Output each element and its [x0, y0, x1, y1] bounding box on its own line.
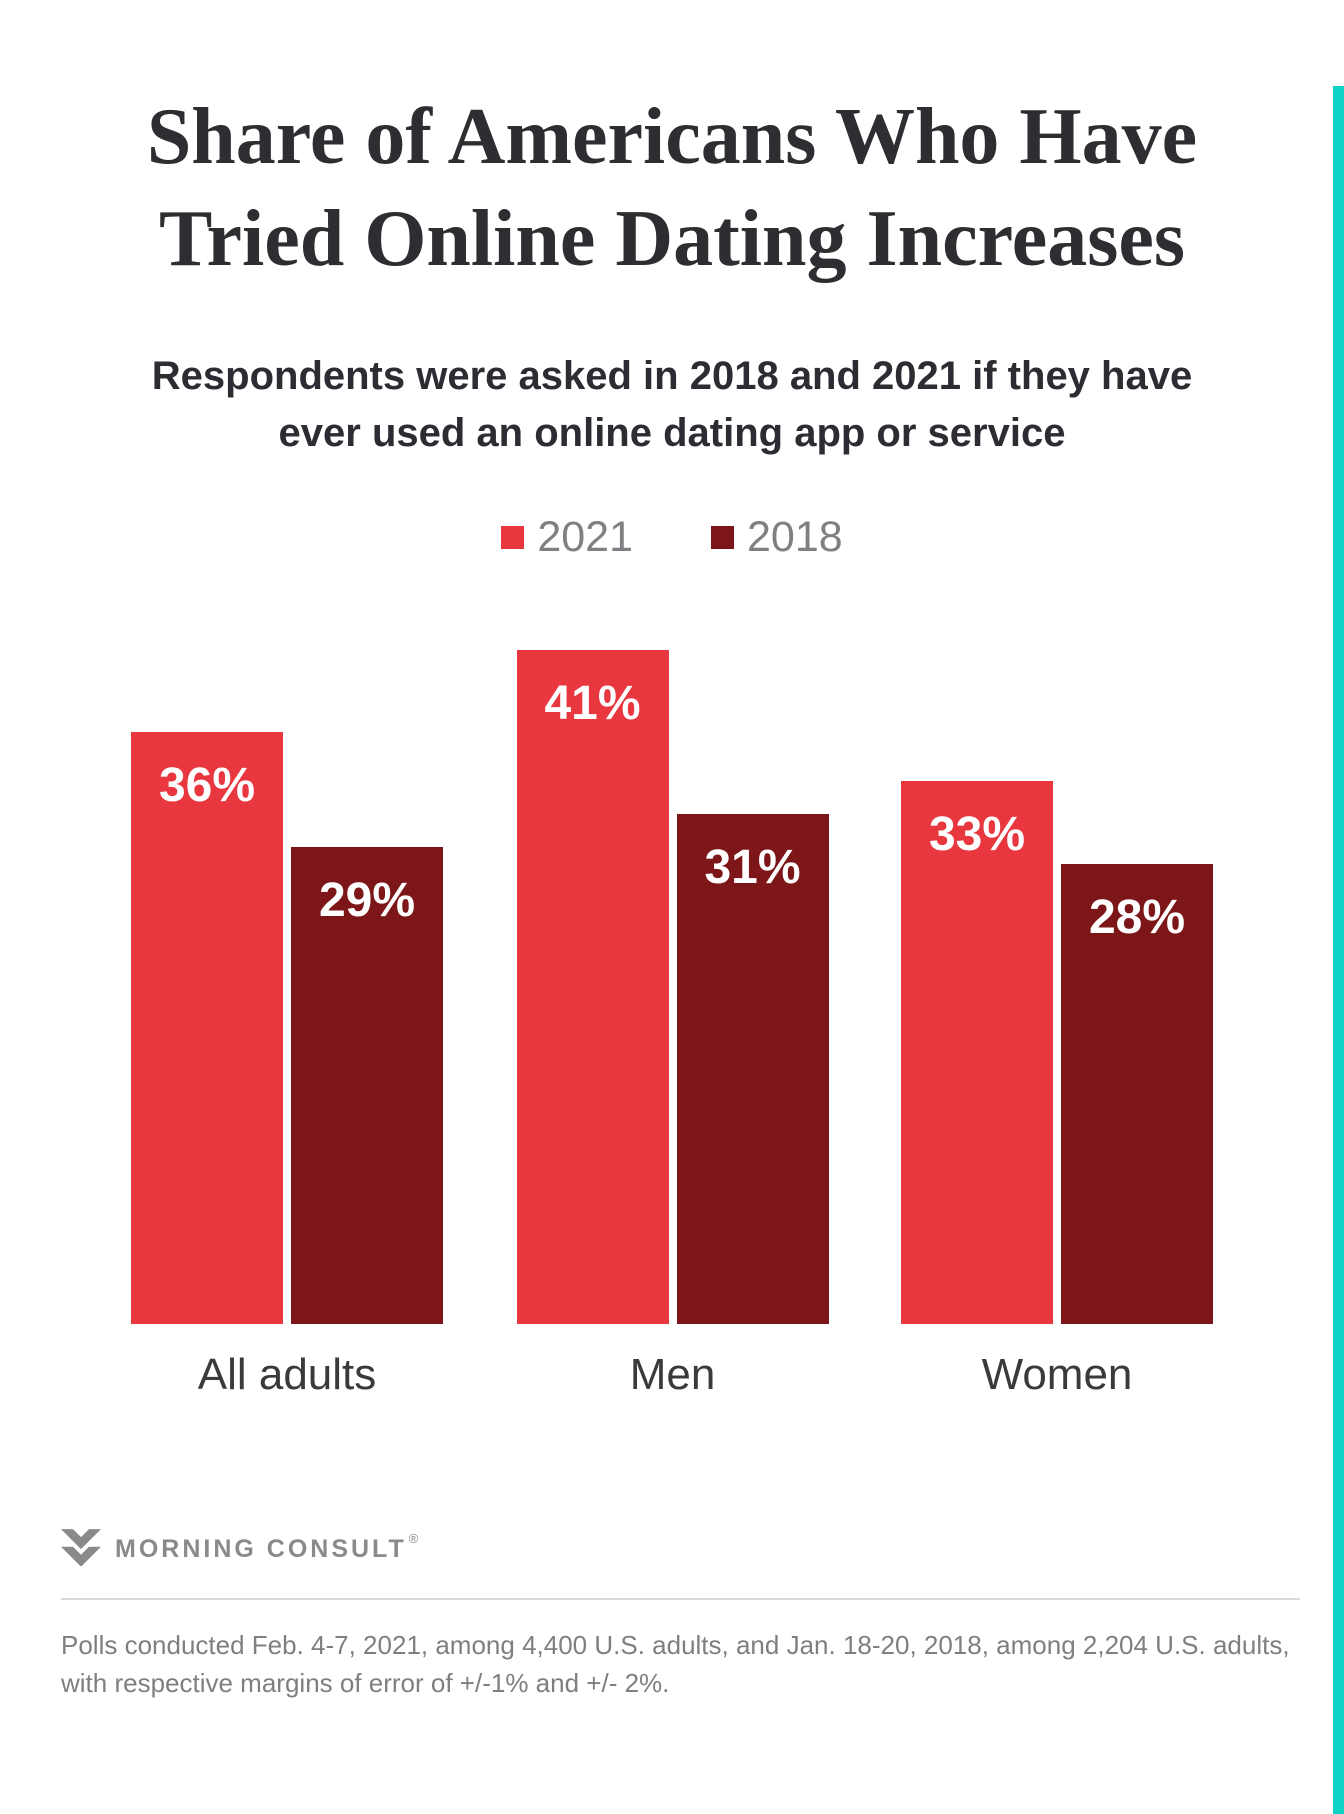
teal-accent-stripe	[1333, 86, 1344, 1814]
page-subtitle: Respondents were asked in 2018 and 2021 …	[40, 348, 1304, 462]
category-label-women: Women	[981, 1350, 1133, 1399]
page-subtitle-line-1: Respondents were asked in 2018 and 2021 …	[151, 354, 1193, 398]
footer: MORNING CONSULT ® Polls conducted Feb. 4-…	[0, 1526, 1344, 1702]
page-title: Share of Americans Who Have Tried Online…	[40, 86, 1304, 290]
chart-legend: 2021 2018	[0, 514, 1344, 560]
registered-trademark-symbol: ®	[408, 1530, 422, 1546]
bar-chart: 36% 29% 41% 31% 33% 28%	[0, 560, 1344, 1324]
page-subtitle-line-2: ever used an online dating app or servic…	[278, 411, 1066, 455]
bar-value-2018-all-adults: 29%	[318, 874, 416, 927]
bar-2018-all-adults: 29%	[291, 847, 443, 1324]
bar-value-2018-women: 28%	[1088, 891, 1186, 944]
bar-2021-all-adults: 36%	[131, 732, 283, 1324]
legend-swatch-2018	[711, 525, 734, 549]
footer-divider	[61, 1598, 1300, 1600]
legend-swatch-2021	[501, 525, 525, 549]
bar-value-2021-women: 33%	[928, 808, 1026, 861]
legend-item-2018: 2018	[711, 514, 843, 560]
logo-wordmark: MORNING CONSULT ®	[115, 1530, 422, 1563]
page-title-line-2: Tried Online Dating Increases	[159, 195, 1185, 283]
bar-2021-men: 41%	[516, 650, 669, 1324]
legend-item-2021: 2021	[501, 514, 633, 560]
bar-value-2021-all-adults: 36%	[158, 759, 256, 812]
bar-value-2021-men: 41%	[544, 677, 641, 730]
legend-label-2021: 2021	[537, 513, 633, 561]
footnote-line-1: Polls conducted Feb. 4-7, 2021, among 4,…	[61, 1630, 1290, 1660]
bar-2021-women: 33%	[901, 781, 1053, 1324]
category-label-all-adults: All adults	[197, 1350, 377, 1399]
footnote-line-2: with respective margins of error of +/-1…	[61, 1668, 670, 1698]
bar-value-2018-men: 31%	[704, 841, 801, 894]
category-labels-row: All adults Men Women	[0, 1350, 1344, 1400]
morning-consult-m-icon	[61, 1528, 101, 1566]
legend-label-2018: 2018	[747, 513, 843, 561]
footnote: Polls conducted Feb. 4-7, 2021, among 4,…	[61, 1626, 1344, 1702]
bar-2018-men: 31%	[676, 814, 829, 1324]
page-title-line-1: Share of Americans Who Have	[146, 93, 1198, 181]
logo: MORNING CONSULT ®	[61, 1526, 1344, 1568]
category-label-men: Men	[629, 1350, 716, 1399]
bar-2018-women: 28%	[1061, 864, 1213, 1324]
